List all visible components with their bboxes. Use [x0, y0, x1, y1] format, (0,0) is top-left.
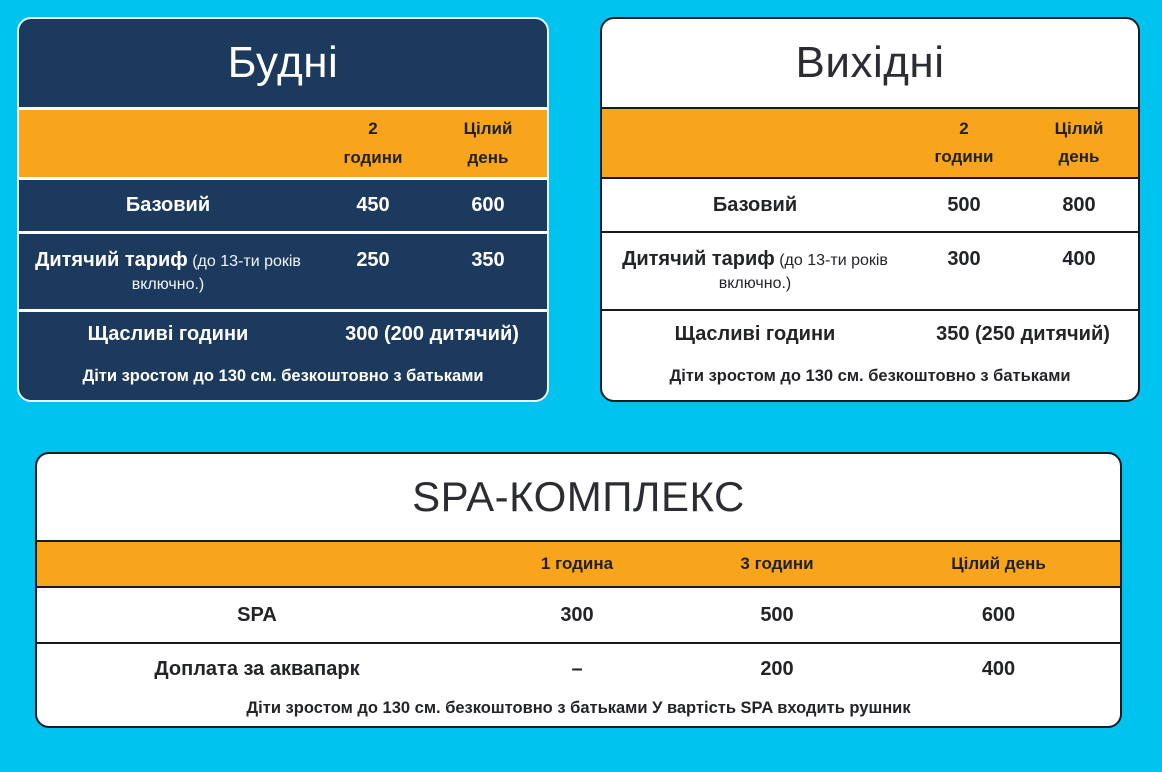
column-header-full-day: Цілий день: [1054, 118, 1104, 166]
row-label: Доплата за аквапарк: [154, 657, 360, 680]
price-value: 250: [356, 249, 390, 271]
table-row: Доплата за аквапарк – 200 400: [37, 642, 1120, 694]
price-value: –: [571, 657, 583, 680]
price-value-wide: 350 (250 дитячий): [936, 322, 1110, 345]
spa-card-title: SPA-КОМПЛЕКС: [412, 473, 745, 520]
table-row: Щасливі години 350 (250 дитячий): [602, 309, 1138, 357]
row-label-bold: Дитячий тариф: [35, 249, 188, 271]
table-row: Щасливі години 300 (200 дитячий): [19, 309, 547, 357]
spa-complex-pricing-card: SPA-КОМПЛЕКС 1 година 3 години Цілий ден…: [35, 452, 1122, 728]
price-value: 800: [1062, 193, 1096, 216]
column-header-full-day: Цілий день: [951, 553, 1046, 573]
price-value: 600: [471, 194, 505, 216]
price-value: 400: [1062, 248, 1096, 270]
row-label-note: (до 13-ти років включно.): [131, 253, 301, 293]
column-header-3-hours: 3 години: [740, 553, 814, 573]
card-footnote: Діти зростом до 130 см. безкоштовно з ба…: [669, 367, 1071, 385]
weekdays-card-title: Будні: [227, 38, 339, 87]
weekends-card-title: Вихідні: [795, 38, 945, 87]
weekdays-pricing-card: Будні 2 години Цілий день Базовий 450 60…: [17, 17, 549, 402]
card-footnote: Діти зростом до 130 см. безкоштовно з ба…: [82, 367, 484, 385]
price-value-wide: 300 (200 дитячий): [345, 323, 519, 345]
price-value: 300: [560, 603, 594, 626]
table-row: Базовий 500 800: [602, 177, 1138, 231]
card-footnote: Діти зростом до 130 см. безкоштовно з ба…: [246, 698, 911, 717]
price-value: 450: [356, 194, 390, 216]
table-row: SPA 300 500 600: [37, 586, 1120, 642]
row-label-note: (до 13-ти років включно.): [718, 252, 888, 292]
row-label: SPA: [237, 603, 277, 626]
price-value: 600: [981, 603, 1016, 626]
row-label: Дитячий тариф (до 13-ти років включно.): [602, 248, 908, 294]
weekdays-column-header-row: 2 години Цілий день: [19, 107, 547, 177]
table-row: Дитячий тариф (до 13-ти років включно.) …: [19, 231, 547, 309]
row-label: Дитячий тариф (до 13-ти років включно.): [19, 249, 317, 295]
row-label: Щасливі години: [87, 323, 249, 345]
row-label-bold: Дитячий тариф: [622, 248, 775, 270]
column-header-full-day: Цілий день: [463, 119, 513, 167]
price-value: 500: [947, 193, 981, 216]
weekends-pricing-card: Вихідні 2 години Цілий день Базовий 500 …: [600, 17, 1140, 402]
column-header-2-hours: 2 години: [934, 118, 994, 166]
price-value: 200: [760, 657, 794, 680]
row-label: Щасливі години: [674, 322, 836, 345]
table-row: Базовий 450 600: [19, 177, 547, 231]
weekends-column-header-row: 2 години Цілий день: [602, 107, 1138, 177]
price-value: 300: [947, 248, 981, 270]
column-header-2-hours: 2 години: [343, 119, 403, 167]
row-label: Базовий: [125, 194, 211, 216]
row-label: Базовий: [712, 193, 798, 216]
price-value: 400: [981, 657, 1016, 680]
column-header-1-hour: 1 година: [540, 553, 614, 573]
price-value: 350: [471, 249, 505, 271]
table-row: Дитячий тариф (до 13-ти років включно.) …: [602, 231, 1138, 309]
spa-column-header-row: 1 година 3 години Цілий день: [37, 540, 1120, 586]
price-value: 500: [760, 603, 794, 626]
